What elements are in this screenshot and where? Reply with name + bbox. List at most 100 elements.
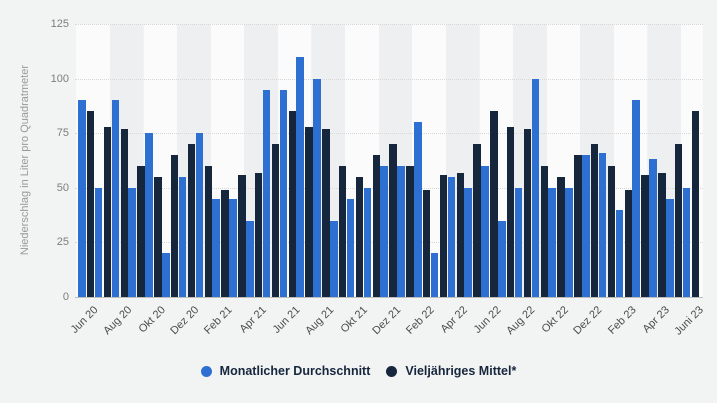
bar-monthly-Nov-20[interactable]: [162, 253, 170, 297]
y-tick-label-25: 25: [56, 236, 69, 249]
bar-monthly-Sep-22[interactable]: [531, 78, 540, 297]
bar-longterm-Jun-20[interactable]: [86, 111, 95, 297]
bar-longterm-Nov-22[interactable]: [574, 155, 582, 297]
bar-longterm-Aug-22[interactable]: [523, 128, 532, 297]
bar-monthly-Jun-21[interactable]: [279, 89, 288, 297]
y-tick-label-125: 125: [50, 18, 69, 30]
bar-monthly-Aug-21[interactable]: [313, 78, 321, 297]
bar-longterm-Dez-20[interactable]: [187, 144, 196, 297]
bar-monthly-Okt-22[interactable]: [548, 187, 556, 297]
x-tick-label-Dez-20: Dez 20: [168, 304, 202, 338]
legend-item-longterm-mean[interactable]: Vieljähriges Mittel*: [386, 364, 516, 378]
x-tick-label-Feb-22: Feb 22: [404, 304, 437, 337]
bar-longterm-Mai-22[interactable]: [473, 144, 481, 297]
x-tick-label-Feb-21: Feb 21: [202, 304, 236, 337]
bar-monthly-Jul-20[interactable]: [94, 187, 103, 297]
bar-monthly-Mär-21[interactable]: [229, 198, 237, 297]
y-tick-label-50: 50: [56, 181, 69, 194]
bar-monthly-Feb-22[interactable]: [414, 122, 422, 297]
bar-monthly-Mär-22[interactable]: [430, 253, 439, 297]
x-tick-label-Apr-22: Apr 22: [438, 304, 471, 336]
bar-monthly-Feb-21[interactable]: [212, 198, 220, 297]
bar-longterm-Aug-20[interactable]: [120, 128, 129, 297]
gridline-100: [75, 78, 703, 80]
bar-longterm-Okt-20[interactable]: [154, 176, 162, 297]
bar-longterm-Apr-22[interactable]: [456, 172, 465, 297]
bar-longterm-Jan-23[interactable]: [607, 165, 616, 297]
bar-longterm-Sep-22[interactable]: [540, 165, 549, 297]
x-tick-label-Jun-22: Jun 22: [472, 304, 504, 336]
legend-dot-longterm-mean-icon: [386, 365, 398, 377]
bar-longterm-Jul-20[interactable]: [103, 126, 112, 297]
bar-monthly-Mai-23[interactable]: [666, 198, 674, 297]
bar-longterm-Nov-21[interactable]: [372, 155, 381, 297]
bar-longterm-Aug-21[interactable]: [322, 128, 330, 297]
bar-monthly-Mai-21[interactable]: [262, 89, 271, 297]
bar-monthly-Apr-22[interactable]: [447, 176, 456, 297]
bar-longterm-Feb-23[interactable]: [624, 189, 633, 297]
bar-monthly-Jan-23[interactable]: [598, 152, 607, 297]
bar-longterm-Okt-22[interactable]: [557, 176, 565, 297]
bar-monthly-Feb-23[interactable]: [615, 209, 624, 297]
bar-longterm-Apr-21[interactable]: [254, 172, 263, 297]
bar-monthly-Apr-23[interactable]: [649, 159, 657, 297]
bar-longterm-Apr-23[interactable]: [658, 172, 666, 297]
bar-longterm-Okt-21[interactable]: [355, 176, 364, 297]
plot-area: [75, 24, 703, 298]
x-tick-label-Okt-21: Okt 21: [338, 304, 370, 336]
bar-longterm-Mär-23[interactable]: [641, 174, 649, 297]
bar-monthly-Dez-20[interactable]: [178, 176, 187, 297]
bar-longterm-Jul-22[interactable]: [506, 126, 515, 297]
bar-longterm-Feb-21[interactable]: [221, 189, 229, 297]
bar-longterm-Sep-20[interactable]: [137, 165, 145, 297]
x-tick-label-Jun-21: Jun 21: [270, 304, 303, 336]
bar-monthly-Jul-22[interactable]: [498, 220, 506, 297]
bar-longterm-Juni-23[interactable]: [691, 111, 700, 297]
bar-monthly-Mai-22[interactable]: [464, 187, 472, 297]
x-tick-label-Jun-20: Jun 20: [68, 304, 101, 336]
bar-monthly-Dez-22[interactable]: [582, 155, 590, 297]
bar-longterm-Sep-21[interactable]: [338, 165, 347, 297]
bar-longterm-Dez-22[interactable]: [590, 144, 599, 297]
x-tick-label-Aug-22: Aug 22: [504, 304, 538, 338]
bar-longterm-Jan-22[interactable]: [406, 165, 414, 297]
bar-monthly-Okt-21[interactable]: [346, 198, 355, 297]
bar-longterm-Feb-22[interactable]: [422, 189, 431, 297]
bar-monthly-Nov-21[interactable]: [363, 187, 372, 297]
bar-longterm-Jan-21[interactable]: [204, 165, 213, 297]
bar-longterm-Mär-21[interactable]: [238, 174, 246, 297]
y-tick-label-0: 0: [62, 291, 69, 303]
bar-longterm-Mai-23[interactable]: [674, 144, 683, 297]
bar-monthly-Dez-21[interactable]: [380, 165, 388, 297]
bar-monthly-Apr-21[interactable]: [246, 220, 254, 297]
bar-monthly-Jun-20[interactable]: [78, 100, 86, 297]
legend-label-monthly-average: Monatlicher Durchschnitt: [219, 364, 371, 378]
bar-longterm-Jul-21[interactable]: [305, 126, 313, 297]
bar-monthly-Sep-21[interactable]: [330, 220, 338, 297]
legend-dot-monthly-average-icon: [200, 365, 212, 377]
x-tick-label-Feb-23: Feb 23: [605, 304, 639, 337]
x-tick-label-Apr-23: Apr 23: [640, 304, 672, 336]
bar-monthly-Sep-20[interactable]: [128, 187, 136, 297]
bar-monthly-Mär-23[interactable]: [632, 100, 640, 297]
x-tick-label-Okt-22: Okt 22: [539, 304, 572, 336]
bar-monthly-Jun-22[interactable]: [481, 165, 489, 297]
bar-monthly-Nov-22[interactable]: [565, 187, 573, 297]
bar-longterm-Dez-21[interactable]: [389, 144, 397, 297]
bar-monthly-Jan-22[interactable]: [397, 165, 405, 297]
bar-longterm-Mai-21[interactable]: [271, 144, 280, 297]
legend-item-monthly-average[interactable]: Monatlicher Durchschnitt: [200, 364, 371, 378]
bar-longterm-Mär-22[interactable]: [439, 174, 448, 297]
x-tick-label-Juni-23: Juni 23: [671, 304, 706, 338]
bar-longterm-Jun-22[interactable]: [490, 111, 498, 297]
bar-longterm-Jun-21[interactable]: [288, 111, 297, 297]
bar-monthly-Jan-21[interactable]: [195, 133, 204, 297]
x-tick-label-Dez-21: Dez 21: [370, 304, 404, 338]
bar-longterm-Nov-20[interactable]: [170, 155, 179, 297]
gridline-75: [75, 133, 703, 135]
bar-monthly-Juni-23[interactable]: [682, 187, 691, 297]
bar-monthly-Jul-21[interactable]: [296, 56, 304, 297]
bar-monthly-Okt-20[interactable]: [145, 133, 153, 297]
bar-monthly-Aug-20[interactable]: [111, 100, 120, 297]
bar-monthly-Aug-22[interactable]: [514, 187, 523, 297]
